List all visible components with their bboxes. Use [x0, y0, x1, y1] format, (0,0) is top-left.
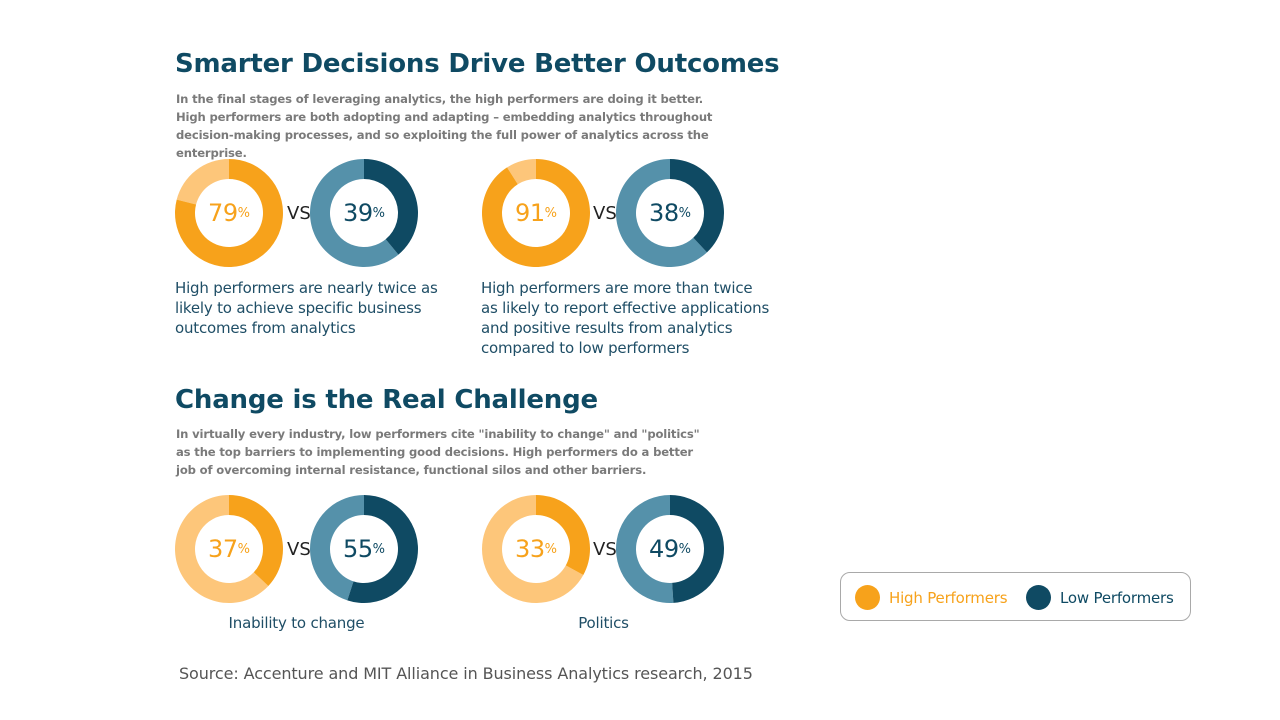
- donut-high-1: 79%: [174, 158, 284, 268]
- donut-low-3: 55%: [309, 494, 419, 604]
- donut-value-segment: [175, 159, 283, 267]
- donut-chart-high-1: [175, 159, 283, 267]
- donut-value-segment: [536, 495, 590, 576]
- donut-remainder-segment: [176, 159, 229, 205]
- caption-2: High performers are more than twice as l…: [481, 279, 770, 357]
- donut-remainder-segment: [310, 159, 399, 267]
- legend-item-high: High Performers: [855, 585, 1008, 610]
- legend-swatch-low: [1026, 585, 1051, 610]
- donut-value-segment: [482, 159, 590, 267]
- donut-remainder-segment: [175, 495, 269, 603]
- donut-high-3: 37%: [174, 494, 284, 604]
- vs-label: VS: [287, 539, 311, 560]
- donut-value-segment: [364, 159, 418, 255]
- donut-remainder-segment: [507, 159, 536, 185]
- donut-chart-low-2: [616, 159, 724, 267]
- donut-value-segment: [670, 159, 724, 253]
- legend-label-low: Low Performers: [1060, 588, 1174, 607]
- vs-label: VS: [593, 203, 617, 224]
- donut-chart-low-3: [309, 495, 418, 603]
- donut-high-2: 91%: [481, 158, 591, 268]
- donut-remainder-segment: [615, 495, 674, 603]
- donut-value-segment: [347, 495, 418, 603]
- donut-remainder-segment: [482, 495, 584, 603]
- caption-4: Politics: [578, 614, 629, 632]
- donut-low-2: 38%: [615, 158, 725, 268]
- donut-chart-low-1: [310, 159, 418, 267]
- section-1-title: Smarter Decisions Drive Better Outcomes: [175, 49, 780, 79]
- donut-chart-low-4: [615, 495, 724, 603]
- donut-value-segment: [229, 495, 283, 586]
- section-2-intro: In virtually every industry, low perform…: [176, 427, 700, 477]
- donut-value-segment: [670, 495, 724, 603]
- donut-high-4: 33%: [481, 494, 591, 604]
- donut-low-1: 39%: [309, 158, 419, 268]
- donut-chart-high-2: [482, 159, 590, 267]
- legend-item-low: Low Performers: [1026, 585, 1174, 610]
- legend-label-high: High Performers: [889, 588, 1008, 607]
- donut-remainder-segment: [309, 495, 364, 601]
- legend: High Performers Low Performers: [840, 572, 1191, 621]
- vs-label: VS: [287, 203, 311, 224]
- legend-swatch-high: [855, 585, 880, 610]
- donut-remainder-segment: [616, 159, 707, 267]
- vs-label: VS: [593, 539, 617, 560]
- source-note: Source: Accenture and MIT Alliance in Bu…: [179, 664, 753, 683]
- donut-low-4: 49%: [615, 494, 725, 604]
- caption-3: Inability to change: [228, 614, 365, 632]
- section-1-intro: In the final stages of leveraging analyt…: [176, 92, 713, 160]
- caption-1: High performers are nearly twice as like…: [175, 279, 438, 337]
- section-2-title: Change is the Real Challenge: [175, 385, 598, 415]
- donut-chart-high-4: [482, 495, 590, 603]
- donut-chart-high-3: [175, 495, 283, 603]
